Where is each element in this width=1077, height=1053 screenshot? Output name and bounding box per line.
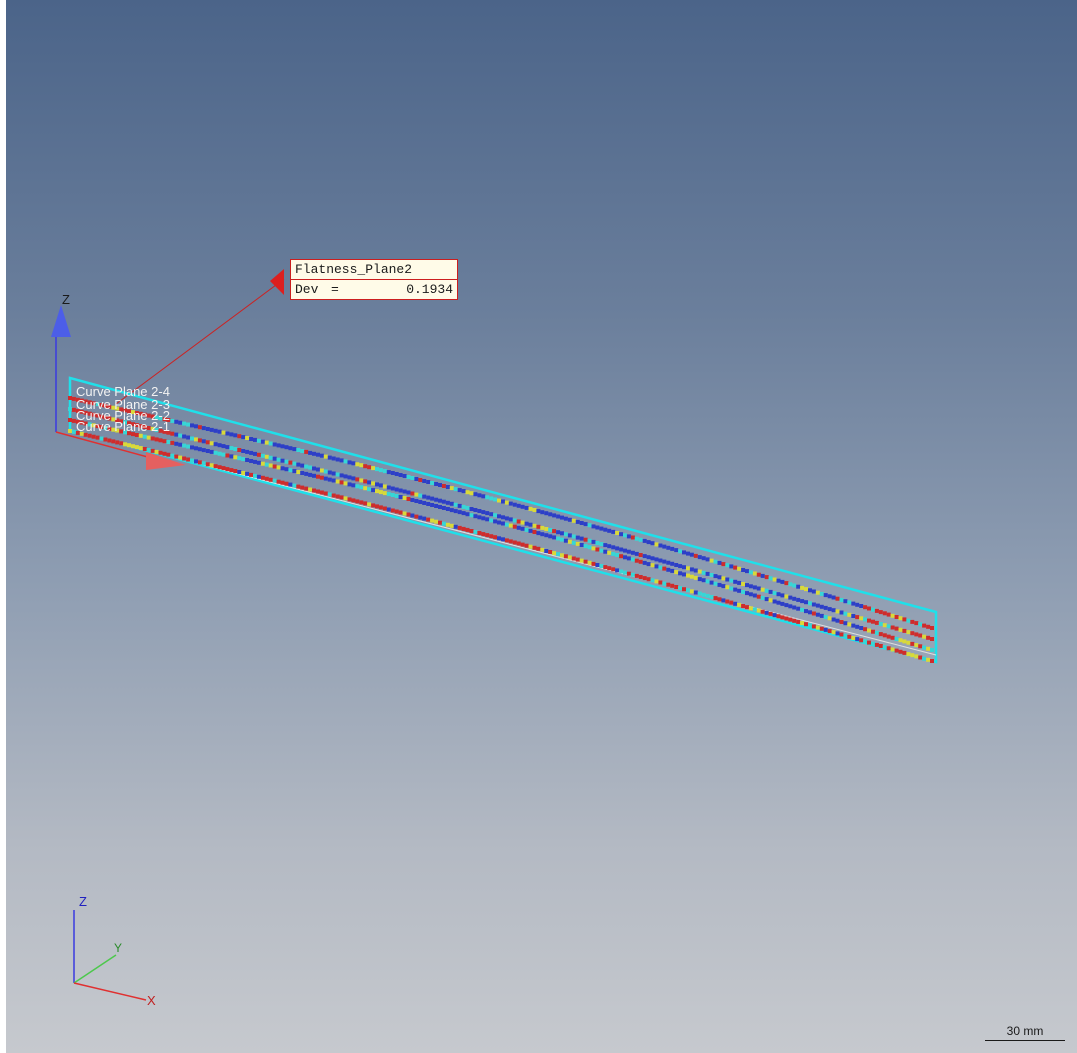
curve-label: Curve Plane 2-2 xyxy=(76,408,170,423)
callout-dev-eq: = xyxy=(331,282,339,297)
curve-label: Curve Plane 2-3 xyxy=(76,397,170,412)
deviation-points xyxy=(68,396,934,663)
3d-viewport[interactable]: Z Curve Plane 2-4 Curve Plane 2-3 Curve Pl… xyxy=(6,0,1077,1053)
callout-dev-key: Dev xyxy=(295,282,319,297)
local-z-label: Z xyxy=(62,292,70,307)
x-arrow-icon xyxy=(146,452,186,470)
flatness-callout[interactable]: Flatness_Plane2 Dev = 0.1934 xyxy=(290,259,458,300)
curve-label: Curve Plane 2-1 xyxy=(76,419,170,434)
callout-title: Flatness_Plane2 xyxy=(291,260,457,280)
callout-pointer-icon xyxy=(270,269,284,295)
callout-dev-value: 0.1934 xyxy=(406,282,453,297)
triad-y-label: Y xyxy=(114,941,122,955)
triad-z-label: Z xyxy=(79,894,87,909)
scale-bar: 30 mm xyxy=(985,1024,1065,1041)
z-arrow-icon xyxy=(51,305,71,337)
callout-leader xyxy=(115,278,285,405)
triad-x-label: X xyxy=(147,993,156,1008)
callout-dev-row: Dev = 0.1934 xyxy=(291,280,457,299)
triad-icon xyxy=(73,910,147,1001)
curve-label: Curve Plane 2-4 xyxy=(76,384,170,399)
flatness-zone-frame[interactable] xyxy=(68,376,938,664)
